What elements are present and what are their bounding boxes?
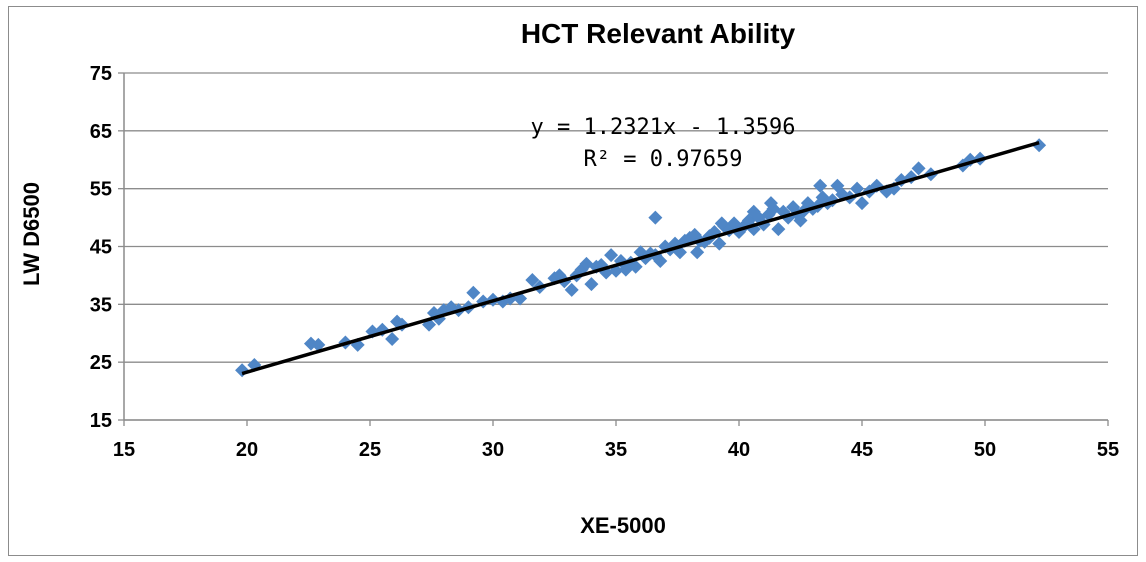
data-point (466, 285, 481, 300)
data-point (604, 248, 619, 263)
trendline-group (241, 140, 1040, 376)
data-point (564, 282, 579, 297)
x-tick-label: 45 (851, 439, 873, 461)
x-tick-label: 30 (482, 439, 504, 461)
x-tick-label: 20 (236, 439, 258, 461)
y-tick-label: 25 (90, 352, 112, 374)
data-point (855, 196, 869, 211)
data-point (525, 273, 540, 288)
data-point (690, 245, 705, 260)
y-tick-label: 45 (90, 237, 112, 259)
data-point (714, 216, 729, 231)
data-point (771, 222, 786, 237)
x-tick-label: 25 (359, 439, 381, 461)
data-point (628, 259, 643, 274)
gridlines (118, 72, 1109, 426)
data-point (385, 332, 400, 347)
scatter-chart: HCT Relevant Ability LW D6500 XE-5000 15… (19, 18, 1119, 538)
data-point (712, 236, 727, 251)
data-point (763, 196, 778, 211)
trendline (241, 140, 1040, 376)
data-point (311, 337, 326, 352)
data-point (584, 277, 599, 292)
data-point (911, 161, 926, 176)
trendline-equation: y = 1.2321x - 1.3596 (531, 115, 796, 140)
x-tick-label: 55 (1097, 439, 1119, 461)
x-tick-label: 50 (974, 439, 996, 461)
y-tick-label: 35 (90, 294, 112, 316)
y-axis-title: LW D6500 (19, 182, 44, 286)
chart-title: HCT Relevant Ability (521, 18, 796, 49)
data-point (850, 181, 865, 196)
data-point (793, 213, 808, 228)
data-point (746, 204, 761, 219)
x-axis-title: XE-5000 (580, 513, 666, 538)
y-tick-label: 65 (90, 121, 112, 143)
data-point (613, 253, 628, 268)
data-point (235, 363, 250, 378)
tick-labels: 15 25 35 45 55 65 75 15 20 25 30 35 40 45 50 55 (90, 63, 1119, 461)
data-point (813, 178, 828, 193)
y-tick-label: 75 (90, 63, 112, 85)
chart-frame: HCT Relevant Ability LW D6500 XE-5000 15… (8, 6, 1138, 556)
x-tick-label: 40 (728, 439, 750, 461)
data-point (1032, 138, 1047, 153)
y-tick-label: 15 (90, 410, 112, 432)
r-squared-label: R² = 0.97659 (584, 147, 743, 172)
x-tick-label: 35 (605, 439, 627, 461)
data-point (648, 210, 663, 225)
data-point (653, 253, 668, 268)
y-tick-label: 55 (90, 179, 112, 201)
x-tick-label: 15 (113, 439, 135, 461)
